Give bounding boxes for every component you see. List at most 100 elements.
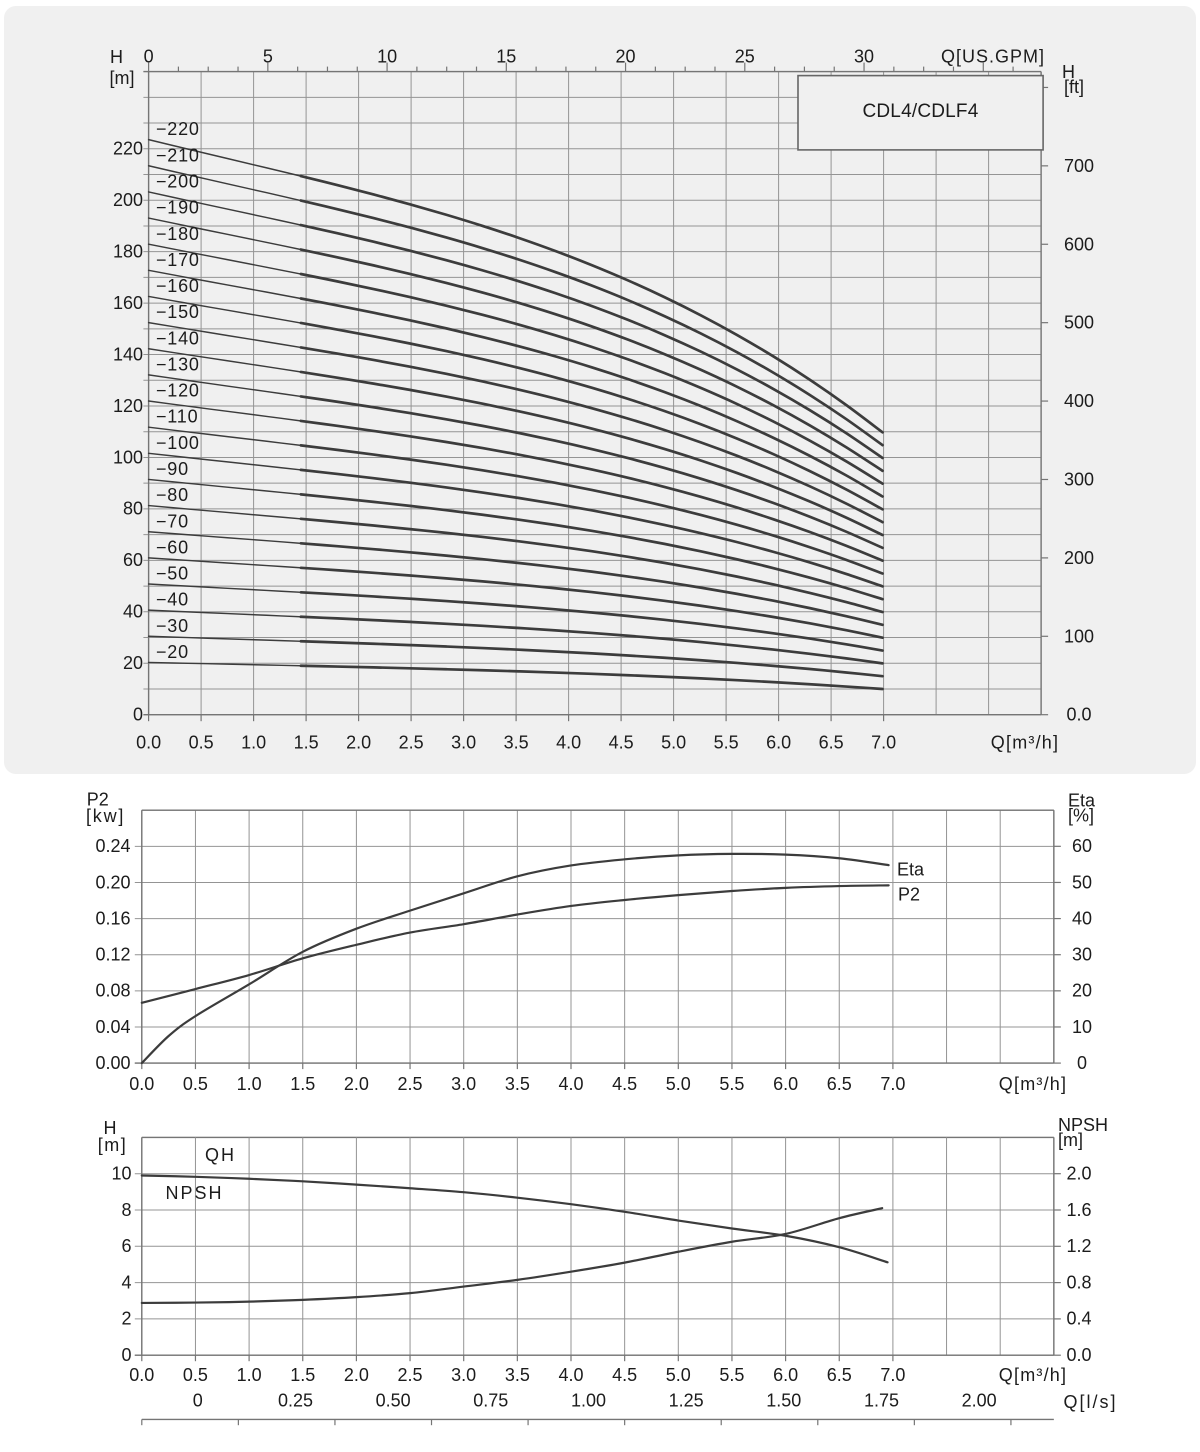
- svg-text:−80: −80: [156, 485, 189, 505]
- svg-text:8: 8: [121, 1200, 131, 1220]
- svg-text:40: 40: [1072, 908, 1092, 928]
- svg-text:5.0: 5.0: [666, 1365, 691, 1385]
- svg-text:5.0: 5.0: [661, 733, 686, 753]
- svg-text:5.5: 5.5: [714, 733, 739, 753]
- svg-text:100: 100: [113, 447, 143, 467]
- svg-text:80: 80: [123, 499, 143, 519]
- svg-text:10: 10: [1072, 1017, 1092, 1037]
- svg-text:−180: −180: [156, 224, 200, 244]
- svg-text:6.0: 6.0: [773, 1365, 798, 1385]
- svg-text:−160: −160: [156, 276, 200, 296]
- svg-text:1.5: 1.5: [290, 1365, 315, 1385]
- svg-text:−200: −200: [156, 171, 200, 191]
- svg-text:4.5: 4.5: [612, 1365, 637, 1385]
- svg-text:−170: −170: [156, 250, 200, 270]
- svg-text:0: 0: [1077, 1053, 1087, 1073]
- svg-text:2.0: 2.0: [1066, 1164, 1091, 1184]
- svg-text:140: 140: [113, 344, 143, 364]
- svg-text:−70: −70: [156, 511, 189, 531]
- svg-text:4.0: 4.0: [558, 1365, 583, 1385]
- svg-text:4: 4: [121, 1272, 131, 1292]
- svg-text:200: 200: [1064, 548, 1094, 568]
- svg-text:−130: −130: [156, 354, 200, 374]
- svg-text:3.0: 3.0: [451, 733, 476, 753]
- svg-text:20: 20: [1072, 981, 1092, 1001]
- svg-text:1.0: 1.0: [237, 1365, 262, 1385]
- svg-text:3.5: 3.5: [505, 1365, 530, 1385]
- svg-text:0.5: 0.5: [183, 1074, 208, 1094]
- svg-text:−40: −40: [156, 590, 189, 610]
- svg-text:2.0: 2.0: [344, 1074, 369, 1094]
- svg-text:15: 15: [496, 47, 516, 67]
- svg-text:10: 10: [377, 47, 397, 67]
- svg-text:2.0: 2.0: [346, 733, 371, 753]
- svg-text:Q[m³/h]: Q[m³/h]: [999, 1074, 1067, 1094]
- svg-text:0.75: 0.75: [473, 1390, 508, 1410]
- svg-text:4.5: 4.5: [612, 1074, 637, 1094]
- svg-text:1.2: 1.2: [1066, 1236, 1091, 1256]
- svg-text:3.0: 3.0: [451, 1074, 476, 1094]
- svg-text:CDL4/CDLF4: CDL4/CDLF4: [862, 101, 978, 122]
- svg-text:0.8: 0.8: [1066, 1272, 1091, 1292]
- svg-text:4.0: 4.0: [558, 1074, 583, 1094]
- svg-text:−30: −30: [156, 616, 189, 636]
- svg-text:4.5: 4.5: [609, 733, 634, 753]
- svg-text:0.5: 0.5: [183, 1365, 208, 1385]
- svg-text:0.50: 0.50: [376, 1390, 411, 1410]
- svg-text:400: 400: [1064, 391, 1094, 411]
- svg-text:−120: −120: [156, 381, 200, 401]
- svg-text:1.50: 1.50: [766, 1390, 801, 1410]
- svg-text:0.0: 0.0: [129, 1074, 154, 1094]
- svg-text:5.5: 5.5: [719, 1365, 744, 1385]
- svg-text:4.0: 4.0: [556, 733, 581, 753]
- svg-text:3.0: 3.0: [451, 1365, 476, 1385]
- svg-text:Q[l/s]: Q[l/s]: [1063, 1392, 1117, 1412]
- svg-text:0.0: 0.0: [1066, 1345, 1091, 1365]
- svg-text:7.0: 7.0: [880, 1074, 905, 1094]
- svg-text:1.0: 1.0: [237, 1074, 262, 1094]
- svg-text:2: 2: [121, 1309, 131, 1329]
- svg-text:0.16: 0.16: [95, 908, 130, 928]
- svg-text:[m]: [m]: [110, 68, 135, 88]
- svg-text:20: 20: [123, 653, 143, 673]
- svg-text:0.00: 0.00: [95, 1053, 130, 1073]
- svg-text:−190: −190: [156, 198, 200, 218]
- svg-text:6.5: 6.5: [819, 733, 844, 753]
- svg-text:−210: −210: [156, 145, 200, 165]
- svg-text:[kw]: [kw]: [86, 806, 125, 826]
- svg-text:6.0: 6.0: [766, 733, 791, 753]
- svg-text:5.5: 5.5: [719, 1074, 744, 1094]
- svg-text:Eta: Eta: [897, 860, 925, 880]
- svg-text:0.04: 0.04: [95, 1017, 130, 1037]
- svg-text:−50: −50: [156, 564, 189, 584]
- svg-text:3.5: 3.5: [505, 1074, 530, 1094]
- svg-text:0.0: 0.0: [136, 733, 161, 753]
- svg-text:H: H: [110, 47, 123, 67]
- svg-text:−60: −60: [156, 537, 189, 557]
- svg-text:[m]: [m]: [1058, 1130, 1083, 1150]
- svg-text:200: 200: [113, 190, 143, 210]
- svg-text:0.08: 0.08: [95, 981, 130, 1001]
- svg-text:Q[US.GPM]: Q[US.GPM]: [941, 47, 1045, 67]
- svg-text:300: 300: [1064, 469, 1094, 489]
- svg-text:0.0: 0.0: [1066, 705, 1091, 725]
- svg-text:10: 10: [111, 1164, 131, 1184]
- svg-text:60: 60: [1072, 836, 1092, 856]
- svg-text:1.00: 1.00: [571, 1390, 606, 1410]
- svg-text:−150: −150: [156, 302, 200, 322]
- svg-text:QH: QH: [205, 1145, 236, 1165]
- svg-text:Eta: Eta: [1068, 791, 1096, 811]
- svg-text:2.5: 2.5: [398, 1074, 423, 1094]
- svg-text:0.12: 0.12: [95, 945, 130, 965]
- svg-text:0: 0: [193, 1390, 203, 1410]
- svg-text:0.4: 0.4: [1066, 1309, 1091, 1329]
- svg-text:0.0: 0.0: [129, 1365, 154, 1385]
- svg-text:7.0: 7.0: [871, 733, 896, 753]
- svg-text:[%]: [%]: [1068, 806, 1094, 826]
- svg-text:Q[m³/h]: Q[m³/h]: [991, 733, 1059, 753]
- svg-text:1.0: 1.0: [241, 733, 266, 753]
- svg-text:5.0: 5.0: [666, 1074, 691, 1094]
- svg-text:1.75: 1.75: [864, 1390, 899, 1410]
- svg-text:180: 180: [113, 241, 143, 261]
- svg-text:120: 120: [113, 396, 143, 416]
